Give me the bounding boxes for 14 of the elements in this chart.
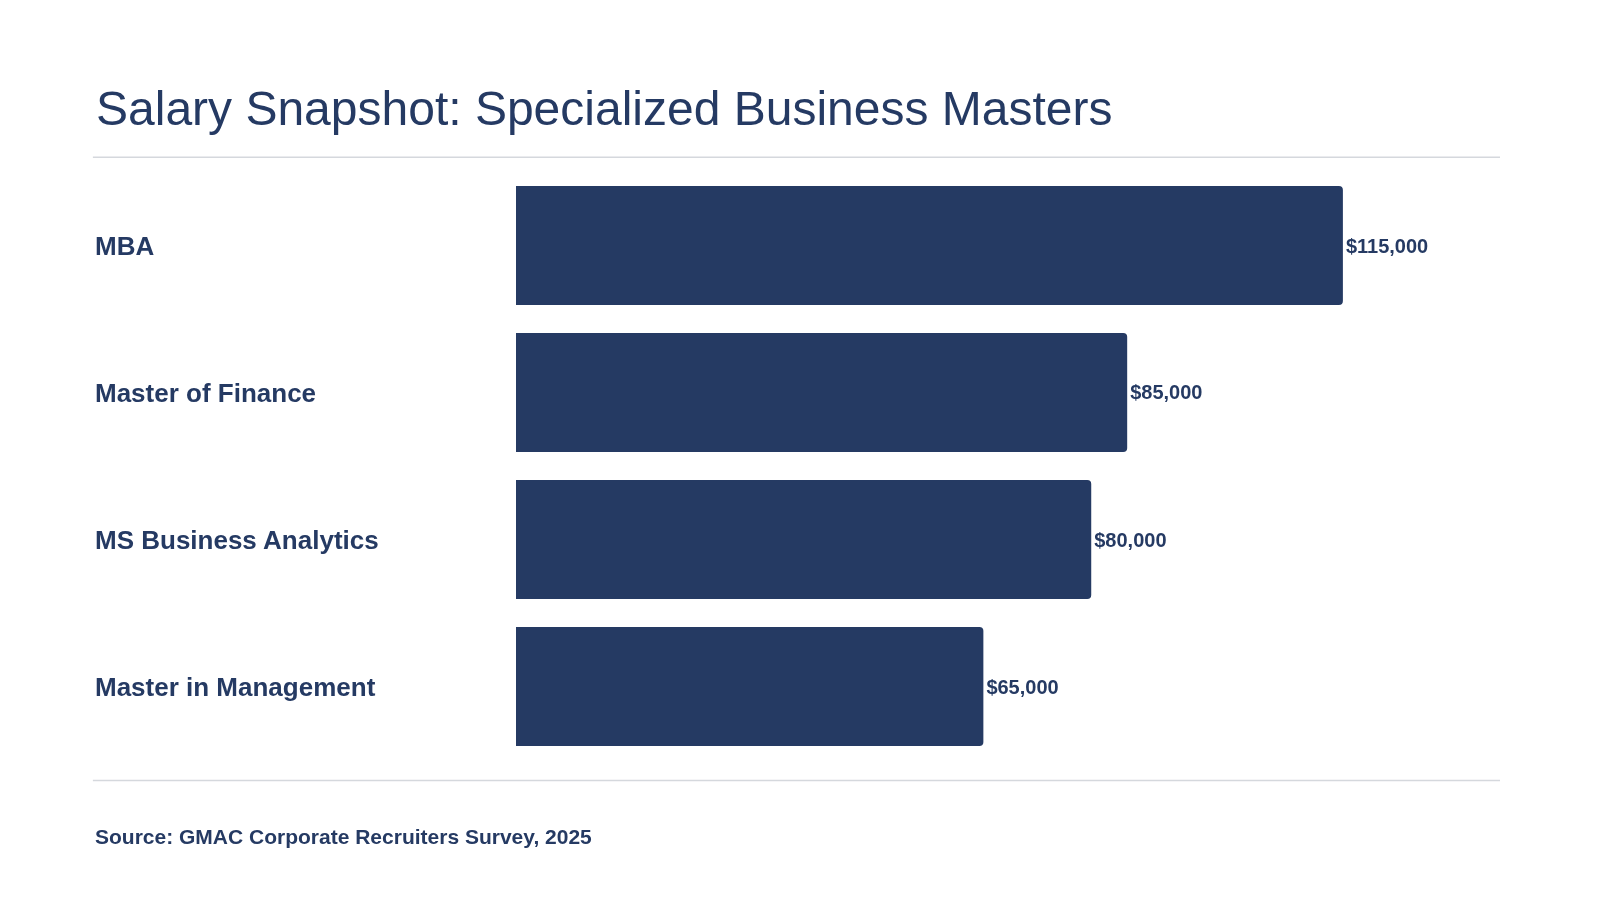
- data-label: $115,000: [1345, 234, 1429, 257]
- data-label: $80,000: [1094, 528, 1167, 551]
- bar: [516, 185, 1343, 306]
- data-label: $85,000: [1130, 381, 1203, 404]
- y-tick-label: MS Business Analytics: [95, 525, 379, 555]
- y-tick-label: Master of Finance: [95, 378, 317, 408]
- bar: [516, 626, 984, 747]
- bar: [516, 479, 1092, 600]
- data-label: $65,000: [986, 675, 1059, 698]
- chart-title: Salary Snapshot: Specialized Business Masters: [96, 81, 1113, 135]
- y-tick-label: MBA: [95, 231, 155, 261]
- y-tick-label: Master in Management: [95, 672, 376, 702]
- source-note: Source: GMAC Corporate Recruiters Survey, 2025: [95, 825, 593, 848]
- bar: [516, 332, 1128, 453]
